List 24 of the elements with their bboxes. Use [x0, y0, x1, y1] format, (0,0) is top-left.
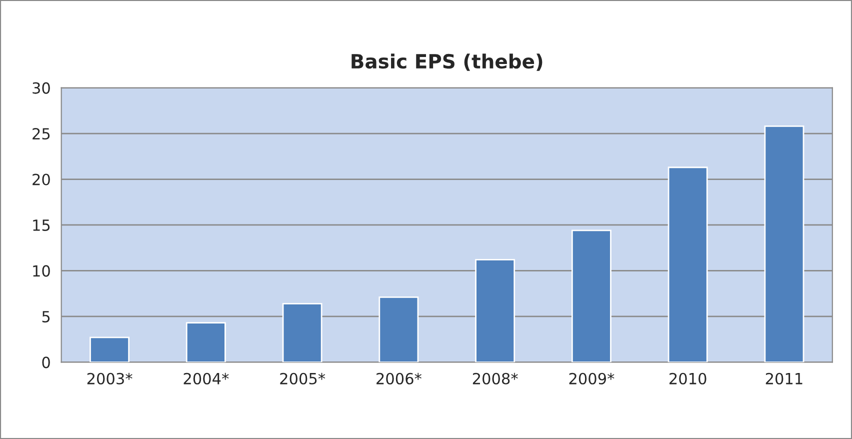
- bar: [764, 126, 804, 362]
- bar: [668, 166, 708, 362]
- y-tick-label: 15: [33, 220, 50, 232]
- y-tick-label: 0: [42, 356, 50, 368]
- bar: [475, 259, 516, 362]
- x-tick-label: 2004*: [184, 372, 229, 384]
- x-tick-label: 2011: [766, 372, 802, 384]
- y-tick-label: 30: [32, 82, 50, 94]
- bar: [571, 230, 612, 362]
- x-tick-label: 2010: [670, 372, 706, 384]
- y-tick-label: 5: [42, 311, 50, 322]
- x-tick-label: 2003*: [87, 372, 132, 384]
- bar: [282, 302, 322, 362]
- x-tick-label: 2005*: [280, 372, 326, 384]
- bar: [378, 296, 419, 362]
- x-tick-label: 2008*: [472, 372, 518, 384]
- y-tick-label: 20: [32, 174, 50, 186]
- x-tick-label: 2006*: [376, 372, 422, 384]
- bar: [186, 322, 226, 362]
- bar: [90, 336, 130, 362]
- chart-title: Basic EPS (thebe): [352, 54, 542, 71]
- x-tick-label: 2009*: [569, 372, 614, 384]
- y-tick-label: 25: [32, 128, 50, 140]
- y-tick-label: 10: [33, 265, 50, 277]
